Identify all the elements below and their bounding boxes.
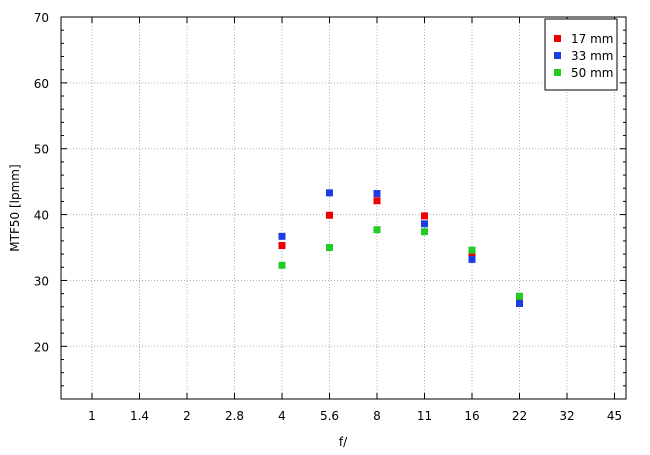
data-point bbox=[421, 228, 428, 236]
plot-frame bbox=[60, 16, 627, 400]
x-tick-label: 1 bbox=[88, 409, 96, 423]
x-tick-label: 5.6 bbox=[320, 409, 339, 423]
data-point bbox=[421, 212, 428, 220]
x-tick-label: 16 bbox=[464, 409, 479, 423]
data-point bbox=[468, 255, 476, 263]
data-point bbox=[326, 244, 333, 252]
data-points bbox=[278, 189, 523, 307]
data-point bbox=[326, 211, 333, 219]
data-point bbox=[516, 292, 523, 300]
plot-area bbox=[61, 17, 626, 399]
x-tick-label: 11 bbox=[417, 409, 432, 423]
legend-swatch bbox=[554, 35, 561, 42]
axis-ticks: 1 1.4 2 2.8 4 5.6 8 11 16 22 32 45 20 30 40 50 60 70 bbox=[34, 11, 626, 423]
data-point bbox=[278, 242, 286, 250]
legend-swatch bbox=[554, 52, 561, 59]
x-tick-label: 45 bbox=[607, 409, 622, 423]
y-tick-label: 70 bbox=[34, 11, 49, 25]
data-point bbox=[373, 197, 381, 205]
x-tick-label: 1.4 bbox=[130, 409, 149, 423]
x-tick-label: 4 bbox=[278, 409, 286, 423]
data-point bbox=[278, 261, 286, 269]
data-point bbox=[278, 232, 286, 240]
data-point bbox=[373, 226, 381, 234]
x-tick-label: 32 bbox=[559, 409, 574, 423]
x-tick-label: 8 bbox=[373, 409, 381, 423]
data-point bbox=[516, 300, 523, 307]
y-tick-label: 30 bbox=[34, 274, 49, 288]
x-tick-label: 2 bbox=[183, 409, 191, 423]
y-tick-label: 20 bbox=[34, 340, 49, 354]
legend-label: 50 mm bbox=[571, 66, 613, 80]
x-tick-label: 2.8 bbox=[225, 409, 244, 423]
legend-label: 17 mm bbox=[571, 32, 613, 46]
y-tick-label: 40 bbox=[34, 209, 49, 223]
y-axis-label: MTF50 [lpmm] bbox=[8, 164, 22, 251]
legend: 17 mm 33 mm 50 mm bbox=[544, 18, 618, 91]
legend-label: 33 mm bbox=[571, 49, 613, 63]
data-point bbox=[326, 189, 333, 197]
data-point bbox=[373, 190, 381, 198]
x-tick-label: 22 bbox=[512, 409, 527, 423]
data-point bbox=[468, 251, 476, 259]
legend-swatch bbox=[554, 69, 561, 76]
data-point bbox=[421, 220, 428, 228]
y-tick-label: 60 bbox=[34, 77, 49, 91]
data-point bbox=[468, 246, 476, 254]
x-axis-label: f/ bbox=[339, 435, 348, 449]
y-tick-label: 50 bbox=[34, 143, 49, 157]
